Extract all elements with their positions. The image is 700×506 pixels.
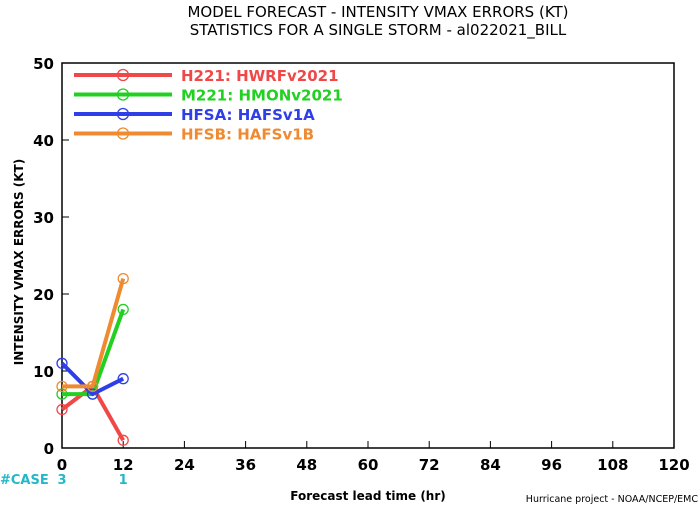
x-axis-label: Forecast lead time (hr) (290, 489, 446, 503)
case-counts: #CASE 3 1 (0, 473, 128, 488)
data-point (86, 380, 99, 393)
x-tick-label: 48 (296, 456, 317, 474)
x-tick-label: 12 (113, 456, 134, 474)
y-tick-label: 20 (33, 286, 54, 304)
case-count: 1 (119, 473, 128, 488)
x-tick-label: 120 (658, 456, 689, 474)
legend-marker (116, 88, 130, 101)
data-point (86, 388, 99, 400)
x-axis: 0 12 24 36 48 60 72 84 96 108 120 (57, 441, 690, 474)
legend-marker (116, 127, 130, 140)
legend-label: M221: HMONv2021 (181, 87, 343, 105)
y-tick-label: 10 (33, 363, 54, 381)
chart-subtitle: STATISTICS FOR A SINGLE STORM - al022021… (190, 21, 567, 40)
legend-label: HFSA: HAFSv1A (181, 106, 315, 124)
series-line (62, 278, 126, 389)
y-tick-label: 40 (33, 132, 54, 150)
data-point (117, 373, 129, 385)
y-axis: 0 10 20 30 40 50 (33, 55, 69, 458)
data-point (117, 434, 129, 446)
case-count: 3 (57, 473, 66, 488)
legend-label: HFSB: HAFSv1B (181, 126, 314, 144)
x-tick-label: 72 (419, 456, 440, 474)
chart-title: MODEL FORECAST - INTENSITY VMAX ERRORS (… (187, 3, 568, 21)
data-point (56, 388, 68, 400)
case-label: #CASE (0, 473, 49, 488)
x-tick-label: 36 (235, 456, 256, 474)
series-layer (56, 272, 129, 446)
data-point (56, 403, 68, 416)
y-axis-label: INTENSITY VMAX ERRORS (KT) (12, 159, 26, 365)
y-tick-label: 0 (44, 440, 54, 458)
legend-marker (116, 107, 130, 121)
data-point (56, 380, 68, 393)
x-tick-label: 84 (480, 456, 501, 474)
x-tick-label: 60 (358, 456, 379, 474)
data-point (117, 303, 129, 316)
legend-marker (116, 68, 130, 82)
x-tick-label: 24 (174, 456, 195, 474)
series-line (60, 361, 125, 397)
y-tick-label: 50 (33, 55, 54, 73)
data-point (56, 357, 68, 369)
y-tick-label: 30 (33, 209, 54, 227)
x-tick-label: 96 (541, 456, 562, 474)
x-tick-label: 108 (597, 456, 628, 474)
data-point (117, 272, 129, 285)
x-tick-label: 0 (57, 456, 67, 474)
footer-credit: Hurricane project - NOAA/NCEP/EMC (526, 494, 699, 505)
plot-frame (61, 62, 675, 449)
legend-label: H221: HWRFv2021 (181, 67, 339, 85)
